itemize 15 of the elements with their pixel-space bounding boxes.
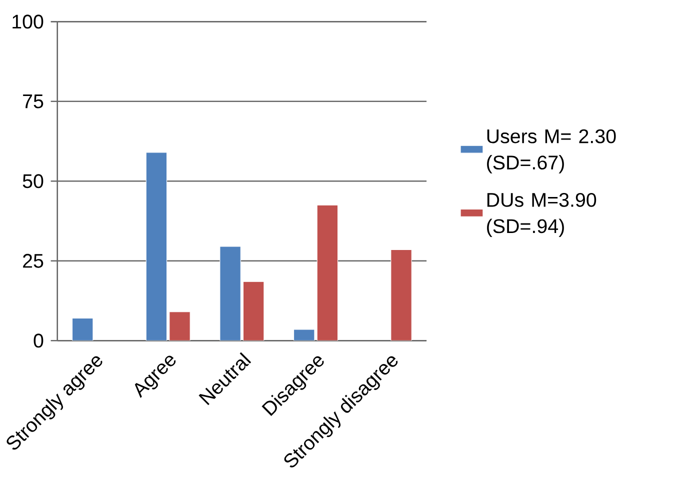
- bar: [390, 249, 412, 341]
- bar: [220, 246, 241, 341]
- y-tick-label: 50: [22, 174, 44, 188]
- y-tick-label: 75: [23, 94, 44, 108]
- bar: [316, 204, 338, 341]
- legend-label: Users M= 2.30 (SD=.67): [487, 129, 616, 174]
- bar: [242, 281, 264, 341]
- y-tick-label: 25: [23, 254, 44, 268]
- bar: [146, 152, 168, 341]
- bar: [294, 329, 315, 341]
- y-tick-label: 0: [34, 334, 44, 348]
- bar: [72, 318, 94, 341]
- bar: [169, 312, 190, 341]
- legend-label: DUs M=3.90 (SD=.94): [487, 192, 596, 237]
- y-tick-label: 100: [12, 14, 44, 29]
